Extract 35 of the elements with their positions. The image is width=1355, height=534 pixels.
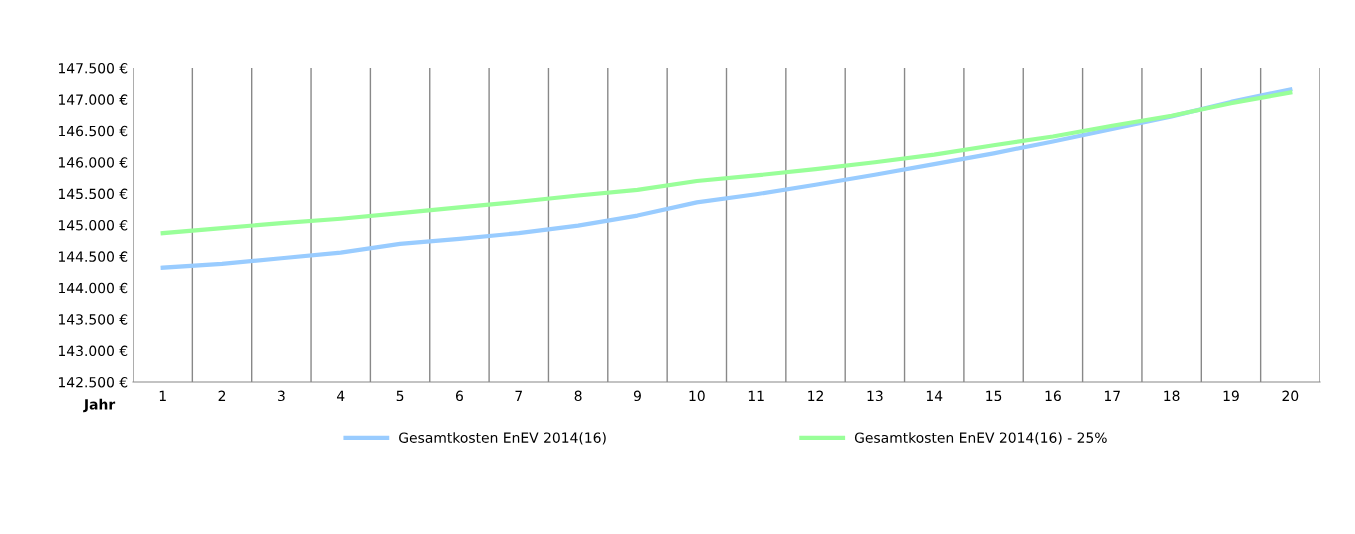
x-tick-label: 6: [455, 390, 463, 402]
x-tick-label: 2: [218, 390, 226, 401]
x-tick-label: 18: [1164, 390, 1180, 402]
y-tick-label: 143.500 €: [58, 314, 128, 325]
y-tick-label: 147.000 €: [58, 94, 128, 105]
legend-label: Gesamtkosten EnEV 2014(16) - 25%: [854, 432, 1107, 445]
y-tick-label: 146.000 €: [58, 157, 128, 168]
x-tick-label: 5: [396, 390, 404, 402]
x-tick-label: 15: [986, 390, 1002, 402]
y-tick-label: 144.000 €: [58, 282, 128, 294]
x-tick-label: 12: [808, 390, 823, 401]
y-tick-label: 146.500 €: [58, 125, 128, 137]
x-tick-label: 20: [1282, 390, 1299, 402]
x-tick-label: 17: [1104, 390, 1120, 401]
line-series: [160, 90, 1293, 236]
x-tick-label: 11: [748, 390, 764, 401]
y-tick-label: 145.000 €: [58, 219, 128, 231]
x-tick-label: 13: [867, 390, 883, 402]
x-tick-label: 19: [1223, 390, 1239, 402]
x-tick-label: 4: [336, 390, 345, 401]
x-tick-label: 7: [515, 390, 523, 401]
y-tick-label: 147.500 €: [58, 62, 128, 74]
legend-label: Gesamtkosten EnEV 2014(16): [399, 432, 606, 445]
x-tick-label: 14: [926, 390, 943, 401]
x-tick-label: 16: [1045, 390, 1061, 402]
x-tick-label: 3: [278, 390, 285, 402]
x-tick-label: 8: [574, 390, 582, 402]
y-tick-label: 142.500 €: [58, 376, 128, 388]
y-tick-label: 145.500 €: [58, 188, 128, 200]
y-tick-label: 144.500 €: [58, 251, 128, 262]
x-axis-title: Jahr: [83, 398, 116, 413]
x-tick-label: 10: [689, 390, 705, 402]
x-tick-label: 1: [159, 390, 166, 401]
y-tick-label: 143.000 €: [58, 345, 128, 357]
x-tick-label: 9: [633, 390, 641, 402]
